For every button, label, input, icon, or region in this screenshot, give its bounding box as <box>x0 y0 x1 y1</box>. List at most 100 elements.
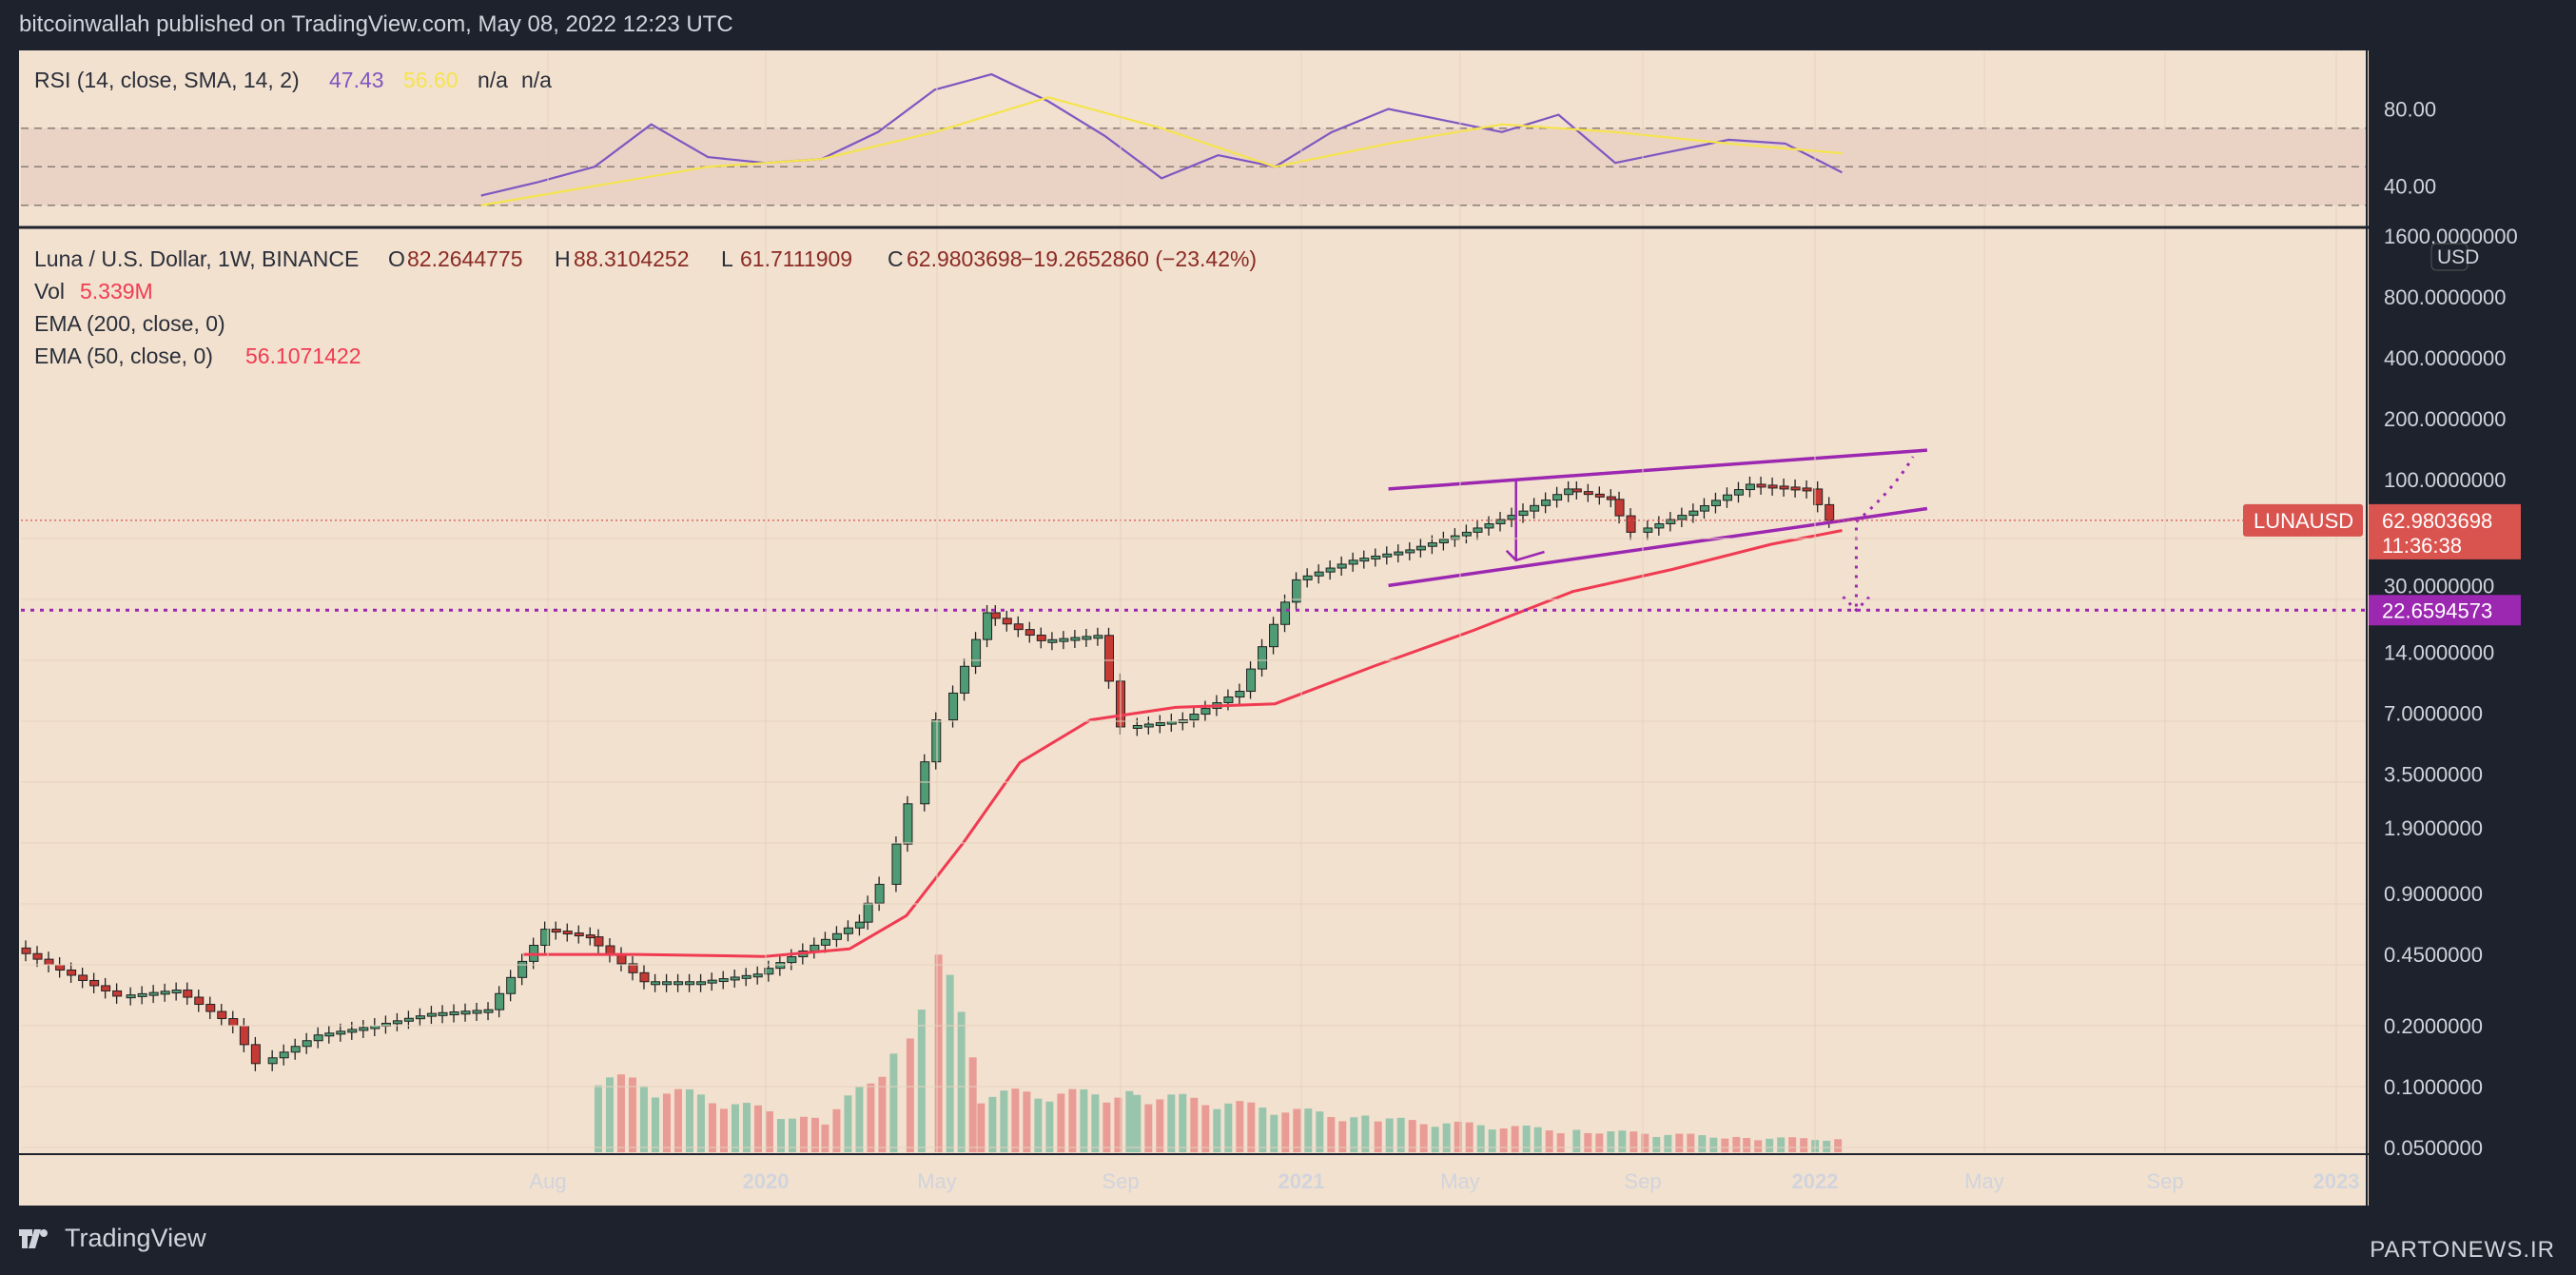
volume-bar <box>731 1104 739 1152</box>
volume-bar <box>1823 1140 1831 1152</box>
volume-bar <box>821 1124 829 1152</box>
ema200-legend-label: EMA (200, close, 0) <box>34 311 225 336</box>
price-axis-label: 0.4500000 <box>2384 943 2483 967</box>
candle <box>495 992 505 1010</box>
volume-bar <box>968 1057 977 1152</box>
candle <box>1314 571 1324 577</box>
candle <box>1280 601 1291 625</box>
price-axis-label: 0.2000000 <box>2384 1014 2483 1038</box>
price-axis-label: 3.5000000 <box>2384 763 2483 787</box>
volume-bar <box>1057 1093 1065 1152</box>
volume-bar <box>1236 1101 1244 1152</box>
volume-bar <box>934 954 943 1152</box>
volume-bar <box>1361 1115 1370 1152</box>
volume-bar <box>946 974 954 1152</box>
candle <box>730 976 740 981</box>
candle <box>1292 579 1302 603</box>
candle <box>931 719 942 763</box>
volume-bar <box>1766 1138 1774 1152</box>
volume-bar <box>1201 1105 1210 1152</box>
volume-bar <box>1408 1120 1416 1152</box>
candle <box>1223 696 1234 704</box>
candle <box>983 612 993 640</box>
volume-bar <box>594 1085 602 1152</box>
volume-bar <box>1338 1121 1347 1152</box>
candle <box>752 973 763 978</box>
volume-bar <box>1454 1121 1462 1152</box>
candle <box>472 1010 482 1014</box>
candle <box>1013 623 1024 631</box>
volume-bar <box>1011 1089 1020 1152</box>
volume-bar <box>628 1077 636 1152</box>
volume-bar <box>1327 1116 1336 1152</box>
candle <box>438 1011 448 1016</box>
currency-badge <box>2430 243 2469 271</box>
volume-bar <box>1419 1124 1428 1152</box>
rsi-axis-label: 40.00 <box>2384 175 2436 199</box>
candle <box>1337 563 1347 569</box>
candle <box>1779 485 1789 490</box>
rsi-panel[interactable] <box>21 72 2367 206</box>
volume-bar <box>1788 1137 1797 1152</box>
candle <box>1359 558 1370 562</box>
volume-bar <box>855 1086 864 1152</box>
candle <box>483 1009 494 1013</box>
ema50-legend-label: EMA (50, close, 0) <box>34 343 213 368</box>
price-axis-label: 0.9000000 <box>2384 882 2483 906</box>
price-axis-label: 0.0500000 <box>2384 1136 2483 1160</box>
candle <box>718 978 729 983</box>
candle <box>1047 638 1058 643</box>
candle <box>0 937 8 943</box>
candle <box>267 1057 278 1065</box>
candle <box>148 991 159 996</box>
volume-bar <box>1556 1133 1565 1152</box>
candle <box>1614 499 1625 517</box>
candle <box>1825 503 1835 521</box>
time-axis-label: May <box>1964 1169 2004 1193</box>
volume-bar <box>1754 1140 1763 1152</box>
volume-bar <box>1080 1089 1088 1152</box>
volume-bar <box>651 1097 659 1152</box>
candle <box>1371 555 1381 559</box>
ohlc-value: 88.3104252 <box>574 246 690 271</box>
volume-bar <box>1091 1094 1100 1152</box>
volume-bar <box>1167 1094 1176 1152</box>
candle <box>651 981 661 986</box>
volume-bar <box>753 1105 762 1152</box>
footer-brand[interactable]: TradingView <box>19 1224 206 1253</box>
volume-bar <box>1385 1118 1394 1152</box>
candle <box>1699 504 1709 512</box>
vol-legend-label: Vol <box>34 279 65 304</box>
candle <box>628 963 638 973</box>
candle <box>843 927 853 934</box>
volume-bar <box>696 1094 705 1152</box>
volume-bar <box>1675 1133 1684 1152</box>
price-panel[interactable] <box>0 448 2367 1152</box>
candle <box>44 958 54 966</box>
ohlc-value: 61.7111909 <box>740 246 852 271</box>
rsi-sma-legend-value: 56.60 <box>403 68 459 92</box>
candle <box>810 944 820 951</box>
candle <box>1269 623 1279 648</box>
time-axis-label: Sep <box>1624 1169 1661 1193</box>
volume-bar <box>1213 1108 1221 1152</box>
candle <box>673 981 684 986</box>
currency-label: USD <box>2437 246 2479 268</box>
symbol-badge-label: LUNAUSD <box>2254 509 2353 533</box>
candle <box>787 956 797 964</box>
volume-bar <box>1607 1131 1615 1152</box>
volume-bar <box>1545 1130 1553 1152</box>
volume-bar <box>708 1103 716 1152</box>
volume-bar <box>988 1096 997 1152</box>
volume-bar <box>1595 1133 1604 1152</box>
volume-bar <box>1068 1089 1077 1152</box>
candle <box>1564 488 1574 496</box>
candle <box>1756 483 1766 488</box>
candle <box>764 968 774 975</box>
time-axis-label: Sep <box>1102 1169 1139 1193</box>
time-axis-label: Aug <box>529 1169 566 1193</box>
wedge-arrowhead <box>1505 549 1545 562</box>
volume-bar <box>1247 1102 1256 1152</box>
volume-bar <box>1687 1133 1695 1152</box>
